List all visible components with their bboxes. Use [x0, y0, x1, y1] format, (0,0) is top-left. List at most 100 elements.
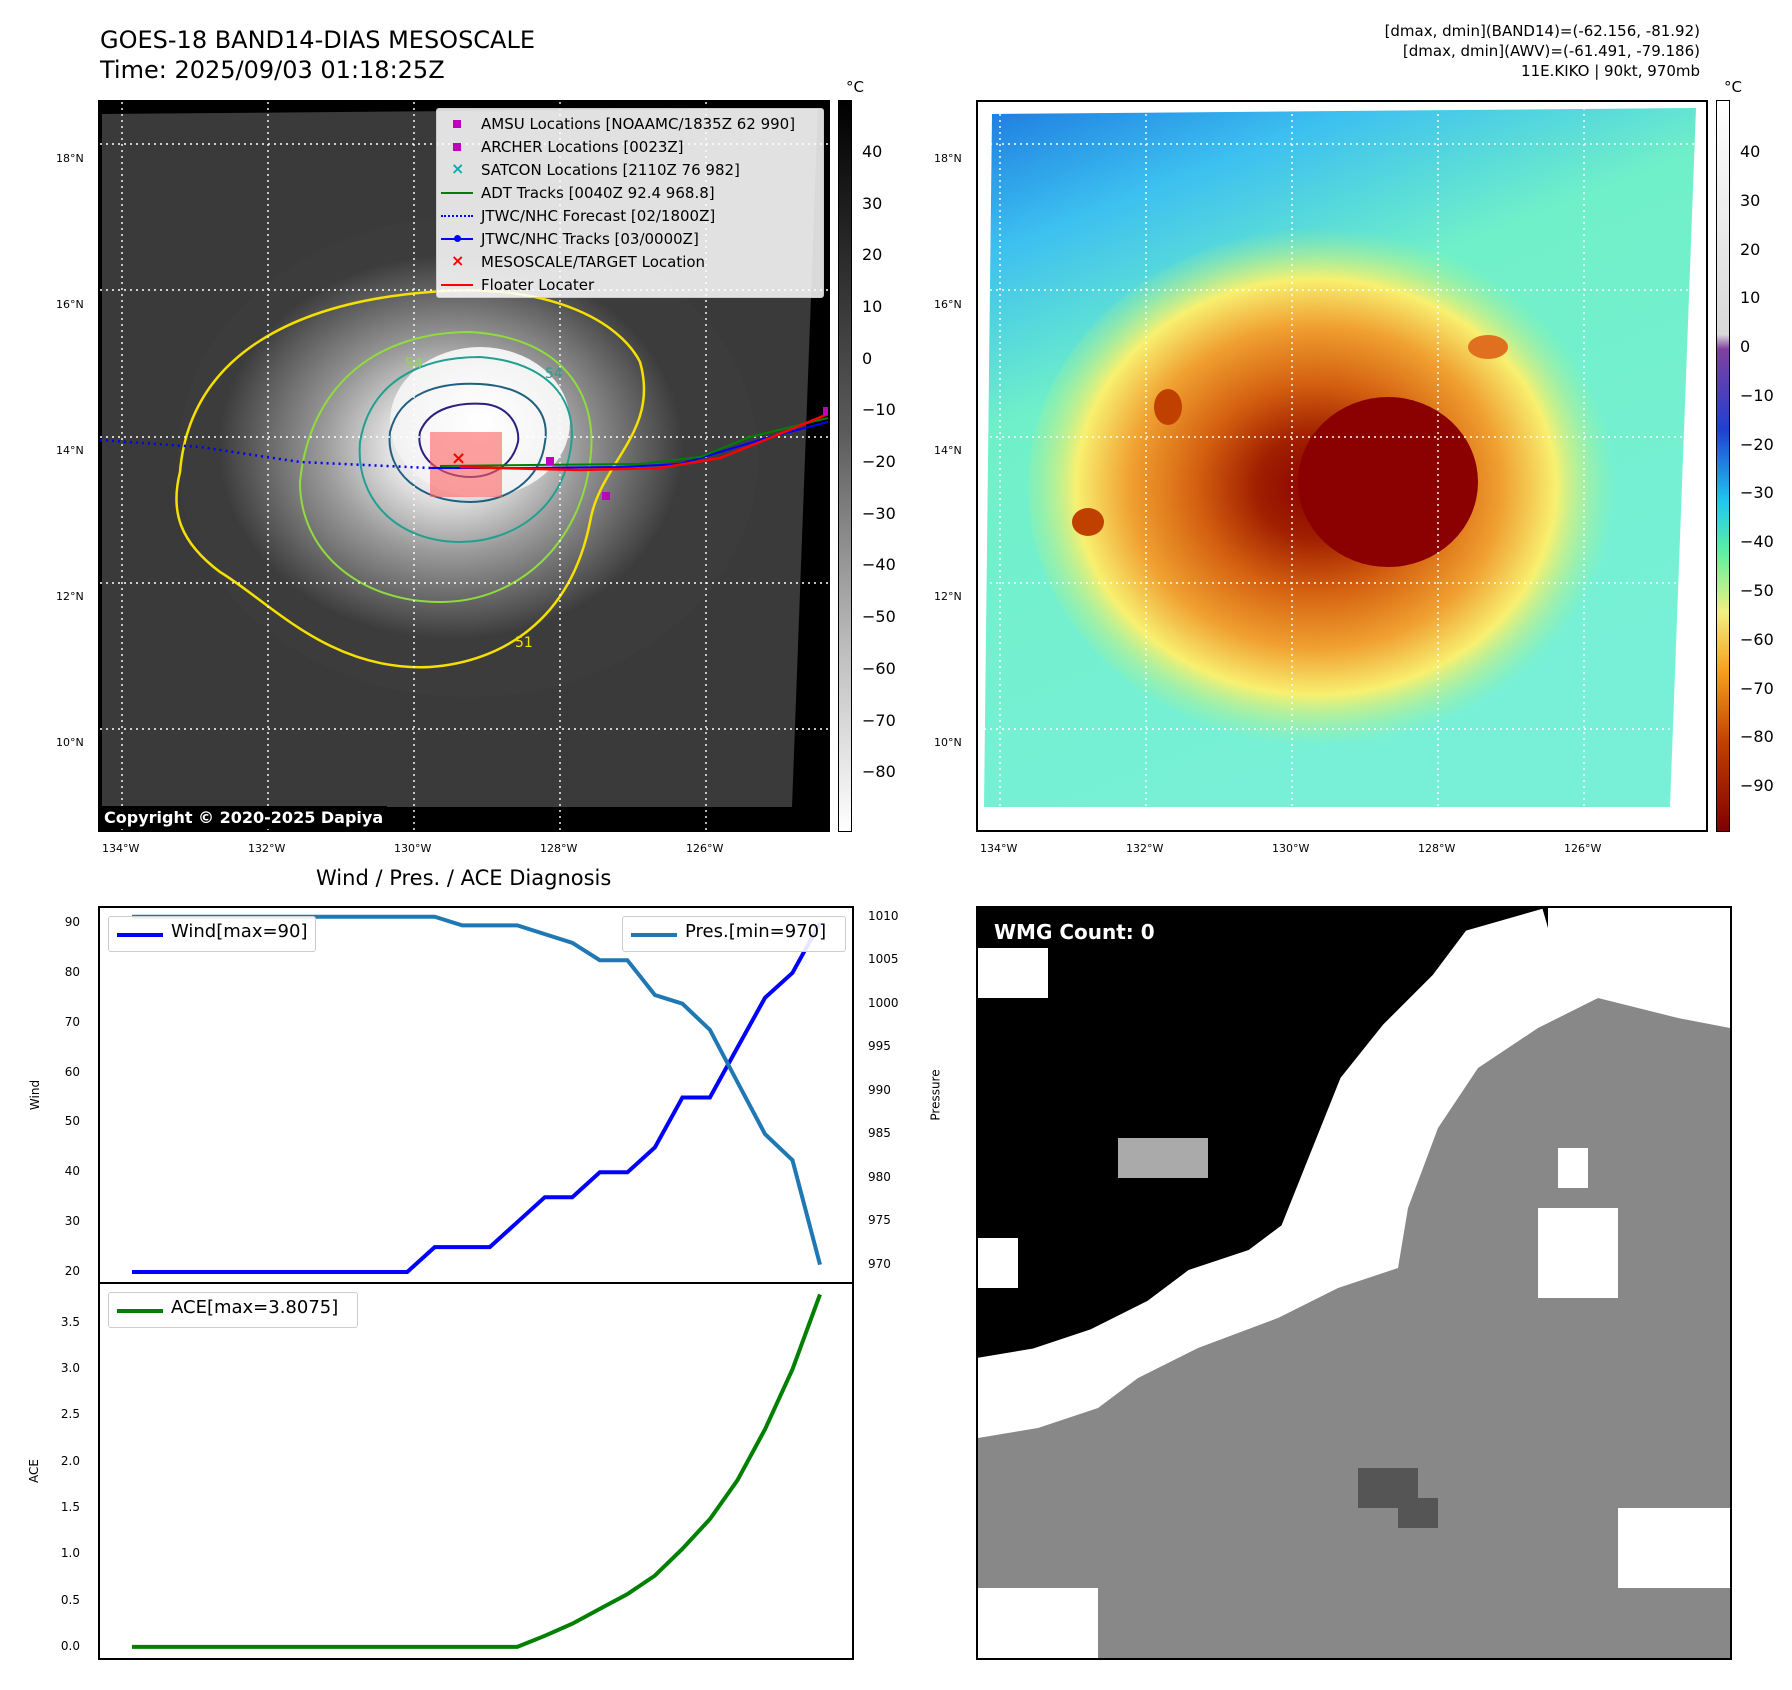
- legend-archer: ARCHER Locations [0023Z]: [481, 138, 684, 156]
- colorbar-tick-label: 10: [862, 297, 883, 317]
- colorbar-tick-label: −50: [1740, 581, 1774, 601]
- legend-satcon: SATCON Locations [2110Z 76 982]: [481, 161, 740, 179]
- contour-label: 54: [545, 366, 563, 382]
- wind-tick-label: 30: [64, 1214, 80, 1229]
- colorbar-tick-label: −80: [862, 762, 896, 782]
- colorbar-tick-label: −20: [1740, 434, 1774, 454]
- colorbar-tick-label: 20: [862, 245, 883, 265]
- ace-tick-label: 1.0: [60, 1546, 80, 1561]
- pressure-tick-label: 990: [868, 1082, 891, 1097]
- legend-floater: Floater Locater: [481, 276, 595, 294]
- pressure-legend-label: Pres.[min=970]: [685, 921, 827, 942]
- dotted-line-icon: [437, 205, 477, 227]
- lat-label: 10°N: [56, 736, 84, 749]
- wind-tick-label: 40: [64, 1164, 80, 1179]
- lat-label: 12°N: [934, 590, 962, 603]
- wind-tick-label: 50: [64, 1114, 80, 1129]
- lon-label: 126°W: [1564, 842, 1602, 855]
- colorbar-tick-label: −70: [862, 710, 896, 730]
- colorbar-tick-label: −90: [1740, 776, 1774, 796]
- colorbar-tick-label: −60: [1740, 629, 1774, 649]
- pressure-legend-line: [631, 933, 677, 937]
- awv-map-panel: [976, 100, 1708, 832]
- contour-label: 54: [405, 356, 423, 372]
- line-marker-icon: [437, 182, 477, 204]
- lat-label: 14°N: [56, 444, 84, 457]
- lon-label: 134°W: [980, 842, 1018, 855]
- lon-label: 126°W: [686, 842, 724, 855]
- ace-tick-label: 2.5: [60, 1407, 80, 1422]
- colorbar-tick-label: 0: [1740, 337, 1751, 357]
- colorbar-unit: °C: [1724, 78, 1742, 96]
- ace-legend: ACE[max=3.8075]: [108, 1292, 358, 1328]
- wind-legend-label: Wind[max=90]: [171, 921, 308, 942]
- wind-tick-label: 20: [64, 1264, 80, 1279]
- colorbar-tick-label: −70: [1740, 678, 1774, 698]
- lon-label: 130°W: [394, 842, 432, 855]
- wmg-count-label: WMG Count: 0: [994, 920, 1155, 944]
- wind-pressure-panel: [98, 906, 854, 1284]
- wind-tick-label: 80: [64, 964, 80, 979]
- ace-tick-label: 2.0: [60, 1453, 80, 1468]
- lon-label: 130°W: [1272, 842, 1310, 855]
- ace-tick-label: 1.5: [60, 1500, 80, 1515]
- legend-target: MESOSCALE/TARGET Location: [481, 253, 706, 271]
- lon-label: 128°W: [540, 842, 578, 855]
- colorbar-tick-label: 30: [862, 193, 883, 213]
- wind-legend: Wind[max=90]: [108, 916, 316, 952]
- timestamp: Time: 2025/09/03 01:18:25Z: [100, 56, 445, 84]
- legend-amsu: AMSU Locations [NOAAMC/1835Z 62 990]: [481, 115, 796, 133]
- line-dot-icon: [437, 228, 477, 250]
- pressure-tick-label: 975: [868, 1213, 891, 1228]
- wmg-classification-image: [978, 908, 1730, 1658]
- colorbar-tick-label: 0: [862, 348, 873, 368]
- lat-label: 10°N: [934, 736, 962, 749]
- diagnosis-title: Wind / Pres. / ACE Diagnosis: [316, 866, 612, 890]
- pressure-tick-label: 1005: [868, 952, 899, 967]
- colorbar-tick-label: −80: [1740, 727, 1774, 747]
- ace-legend-label: ACE[max=3.8075]: [171, 1297, 339, 1318]
- colorbar-tick-label: 40: [862, 142, 883, 161]
- x-marker-icon: ×: [451, 251, 465, 270]
- legend-adt: ADT Tracks [0040Z 92.4 968.8]: [481, 184, 715, 202]
- lat-label: 12°N: [56, 590, 84, 603]
- colorbar-tick-label: −10: [862, 400, 896, 420]
- lat-label: 18°N: [934, 152, 962, 165]
- ace-panel: [98, 1282, 854, 1660]
- colorbar-tick-label: 10: [1740, 288, 1761, 308]
- storm-info: 11E.KIKO | 90kt, 970mb: [1521, 62, 1700, 80]
- pressure-line: [132, 914, 822, 1266]
- pressure-tick-label: 985: [868, 1126, 891, 1141]
- ace-tick-label: 0.5: [60, 1592, 80, 1607]
- colorbar-tick-label: −50: [862, 607, 896, 627]
- colorbar-tick-label: 20: [1740, 239, 1761, 259]
- figure-title: GOES-18 BAND14-DIAS MESOSCALE: [100, 26, 536, 54]
- pressure-tick-label: 1010: [868, 908, 899, 923]
- wind-tick-label: 90: [64, 914, 80, 929]
- contour-label: 51: [515, 635, 533, 651]
- colorbar-tick-label: −40: [1740, 532, 1774, 552]
- colorbar-tick-label: 30: [1740, 190, 1761, 210]
- colorbar-tick-label: −30: [862, 503, 896, 523]
- gray-colorbar: [838, 100, 852, 832]
- wind-line: [132, 922, 822, 1274]
- legend-tracks: JTWC/NHC Tracks [03/0000Z]: [481, 230, 699, 248]
- wind-tick-label: 60: [64, 1064, 80, 1079]
- awv-satellite-image: [978, 102, 1706, 830]
- wind-legend-line: [117, 933, 163, 937]
- colorbar-unit: °C: [846, 78, 864, 96]
- colorbar-tick-label: −40: [862, 555, 896, 575]
- legend-forecast: JTWC/NHC Forecast [02/1800Z]: [481, 207, 716, 225]
- colorbar-tick-label: −20: [862, 452, 896, 472]
- copyright-label: Copyright © 2020-2025 Dapiya: [100, 806, 388, 829]
- awv-range: [dmax, dmin](AWV)=(-61.491, -79.186): [1402, 42, 1700, 60]
- ace-legend-line: [117, 1309, 163, 1313]
- x-marker-icon: ×: [451, 159, 465, 178]
- target-marker: ×: [451, 448, 466, 469]
- ace-axis-label: ACE: [26, 1459, 41, 1483]
- wmg-panel: [976, 906, 1732, 1660]
- pressure-legend: Pres.[min=970]: [622, 916, 846, 952]
- pressure-axis-label: Pressure: [928, 1069, 943, 1121]
- pressure-tick-label: 1000: [868, 995, 899, 1010]
- square-marker-icon: [437, 136, 477, 158]
